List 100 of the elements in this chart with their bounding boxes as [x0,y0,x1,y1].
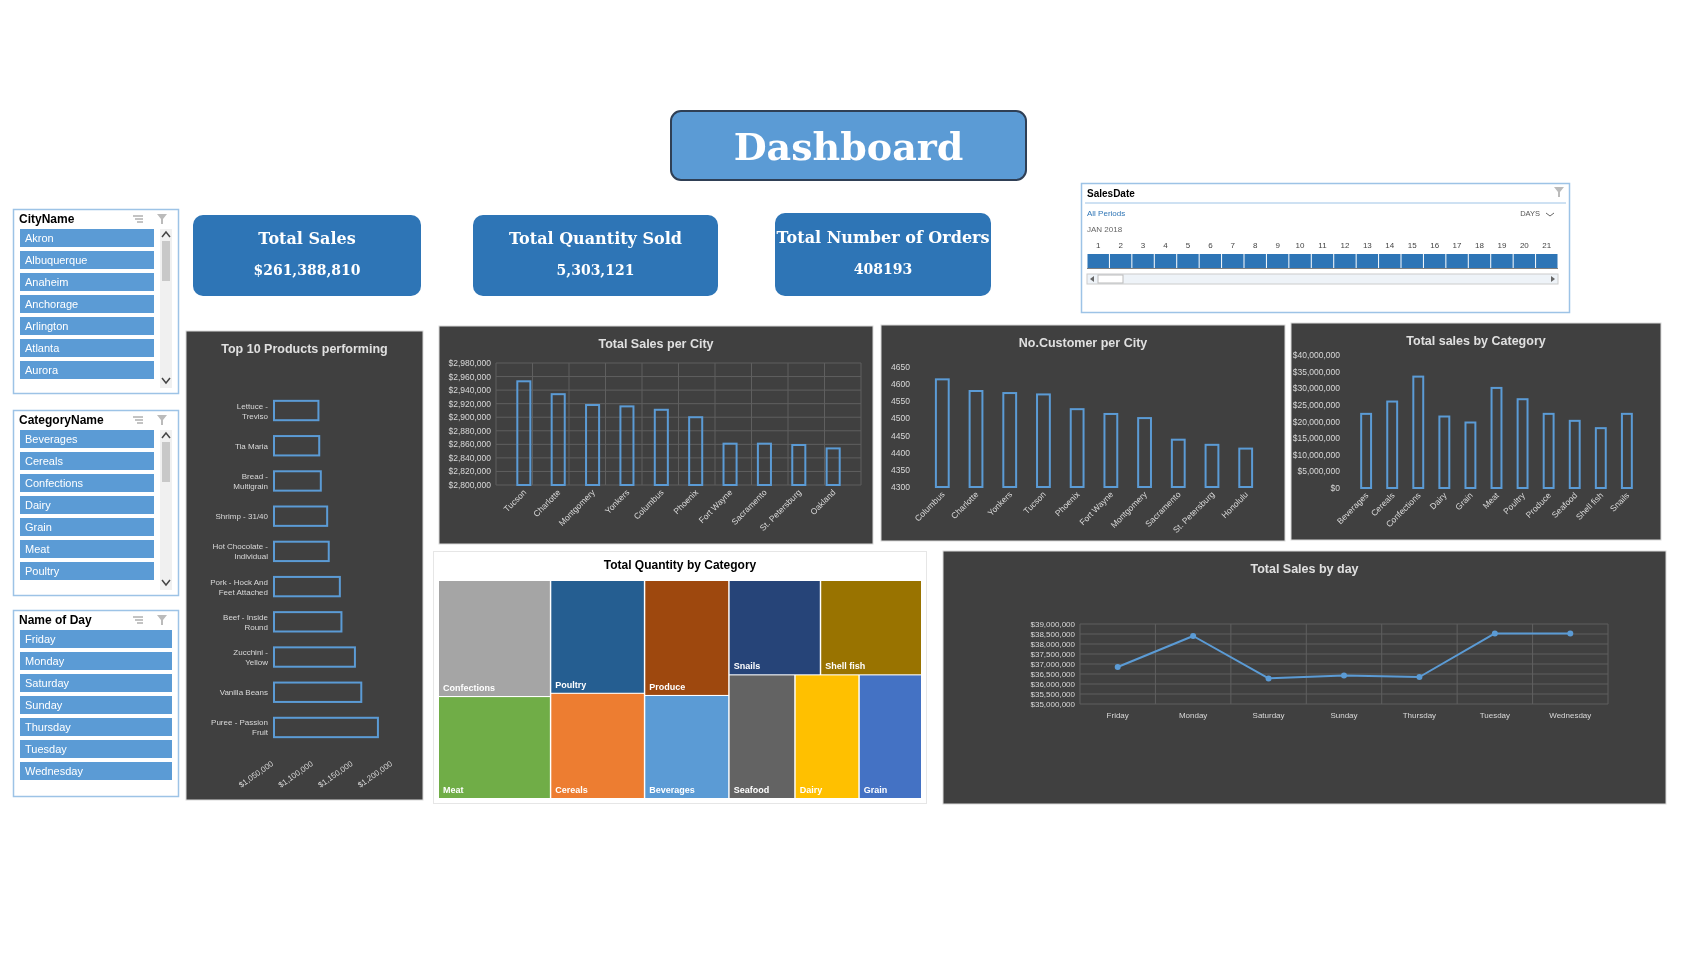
y-tick-label: $20,000,000 [1292,416,1341,427]
y-tick-label: $37,000,000 [1030,660,1076,669]
x-tick-label: 2 [1118,241,1124,250]
y-tick-label: $0 [1330,483,1341,493]
text: $261,388,810 [253,261,361,278]
y-tick-label: $2,900,000 [448,412,492,423]
x-tick-label: 4 [1163,241,1169,250]
y-tick-label: 4550 [891,396,911,407]
point [1491,630,1498,637]
text: Total Sales [258,229,356,249]
category-label: Monday [25,655,65,667]
x-tick-label: 7 [1230,241,1236,250]
bar [1516,398,1529,489]
x-tick-label: 12 [1340,241,1350,250]
y-tick-label: Zucchini - Yellow [233,648,269,668]
y-tick-label: Puree - Passion Fruit [211,718,269,738]
y-tick-label: 4500 [891,413,911,424]
y-tick-label: $2,940,000 [448,385,492,396]
category-label: Anaheim [25,276,69,288]
text: Total Quantity Sold [509,229,682,249]
text: 408193 [853,261,913,278]
point [1567,630,1574,637]
text: CategoryName [19,413,105,427]
y-tick-label: $38,000,000 [1030,640,1076,649]
y-tick-label: $30,000,000 [1292,383,1341,394]
y-tick-label: 4350 [891,464,911,475]
y-tick-label: Lettuce - Treviso [236,401,269,421]
bar [1386,400,1399,489]
text: All Periods [1087,209,1126,218]
y-tick-label: $36,500,000 [1030,670,1076,679]
x-tick-label: 6 [1208,241,1214,250]
category-label: Sunday [25,699,63,711]
category-label: Arlington [25,320,69,332]
category-label: Poultry [555,679,587,690]
category-label: Atlanta [25,342,61,354]
bar [1490,386,1503,489]
text: 5,303,121 [556,261,635,278]
y-tick-label: $25,000,000 [1292,399,1341,410]
chart-title: Total sales by Category [1406,334,1546,348]
x-tick-label: 5 [1185,241,1191,250]
y-tick-label: $2,800,000 [448,480,492,490]
category-label: Saturday [25,677,70,689]
x-tick-label: 21 [1542,241,1552,250]
bar [1568,419,1581,489]
y-tick-label: $10,000,000 [1292,449,1341,460]
x-tick-label: 17 [1452,241,1463,250]
chart-title: No.Customer per City [1018,336,1148,350]
y-tick-label: $2,860,000 [448,439,492,450]
y-tick-label: Bread - Multigrain [233,471,269,491]
x-tick-label: Wednesday [1549,711,1592,720]
x-tick-label: 13 [1362,241,1373,250]
text: Total Quantity by Category [603,558,757,572]
category-label: Poultry [25,565,60,577]
y-tick-label: $37,500,000 [1030,650,1076,659]
category-label: Friday [25,633,57,645]
bar [1594,427,1607,489]
category-label: Snails [733,661,761,672]
category-label: Produce [649,681,686,692]
text: Total Number of Orders [776,227,990,247]
y-tick-label: $35,000,000 [1030,700,1076,709]
point [1265,675,1272,682]
category-label: Beverages [25,433,79,445]
x-tick-label: 18 [1475,241,1485,250]
y-tick-label: Tia Maria [234,441,269,451]
bar [1620,412,1633,489]
bar [1438,415,1451,489]
x-tick-label: 15 [1407,241,1418,250]
y-tick-label: $15,000,000 [1292,433,1341,444]
category-label: Shell fish [825,661,866,672]
x-tick-label: 1 [1095,241,1101,250]
category-label: Albuquerque [25,254,88,266]
chart-title: Total Sales by day [1250,562,1359,576]
x-tick-label: 8 [1252,241,1258,250]
x-tick-label: Sunday [1330,711,1358,720]
category-label: Confections [25,477,84,489]
y-tick-label: $35,000,000 [1292,366,1341,377]
y-tick-label: $5,000,000 [1297,466,1341,477]
y-tick-label: $2,960,000 [448,371,492,382]
y-tick-label: Hot Chocolate - Individual [212,542,269,562]
point [1190,633,1197,639]
text: CityName [19,212,75,226]
y-tick-label: Pork - Hock And Feet Attached [210,577,268,597]
y-tick-label: $38,500,000 [1030,630,1076,639]
category-label: Confections [443,683,496,694]
y-tick-label: $35,500,000 [1030,690,1076,699]
text: Dashboard [733,123,964,169]
x-tick-label: Saturday [1252,711,1285,720]
y-tick-label: 4600 [891,379,911,390]
bar [1360,412,1373,489]
chart-title: Total Sales per City [598,337,714,351]
y-tick-label: 4400 [891,447,911,458]
bar [1412,375,1425,489]
point [1416,674,1423,680]
category-label: Aurora [25,364,59,376]
x-tick-label: 19 [1497,241,1507,250]
y-tick-label: Vanilla Beans [219,688,268,698]
y-tick-label: 4300 [891,482,911,492]
category-label: Tuesday [25,743,68,755]
bar [1542,412,1555,489]
y-tick-label: 4450 [891,430,911,441]
